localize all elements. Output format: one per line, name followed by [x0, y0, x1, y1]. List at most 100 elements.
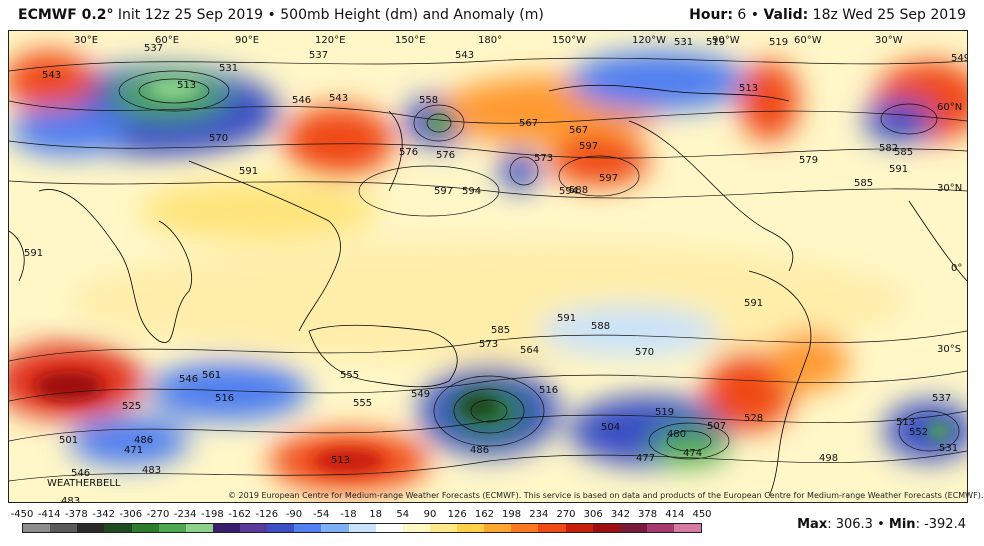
colorbar-swatch [348, 524, 376, 532]
colorbar-swatch [592, 524, 620, 532]
height-contour-label: 528 [744, 413, 763, 424]
colorbar-swatch [402, 524, 430, 532]
height-contour-label: 564 [520, 345, 539, 356]
height-contour-label: 582 [879, 143, 898, 154]
colorbar [22, 523, 702, 533]
colorbar-tick: 18 [369, 509, 382, 520]
colorbar-swatch [267, 524, 295, 532]
colorbar-tick: -234 [173, 509, 197, 520]
height-contour-label: 477 [636, 453, 655, 464]
height-contour-label: 549 [411, 389, 430, 400]
lon-label: 180° [478, 35, 502, 46]
colorbar-swatch [511, 524, 539, 532]
height-contour-label: 591 [889, 164, 908, 175]
min-value: -392.4 [924, 517, 966, 532]
height-contour-label: 513 [177, 80, 196, 91]
height-contour-label: 543 [329, 93, 348, 104]
height-contour-label: 525 [122, 401, 141, 412]
height-contour-label: 516 [215, 393, 234, 404]
colorbar-tick: 378 [638, 509, 658, 520]
height-contour-label: 555 [353, 398, 372, 409]
colorbar-tick: 162 [474, 509, 494, 520]
height-contour-label: 519 [655, 407, 674, 418]
colorbar-tick: 90 [423, 509, 437, 520]
header-right: Hour: 6 • Valid: 18z Wed 25 Sep 2019 [689, 7, 966, 23]
colorbar-tick: -450 [10, 509, 34, 520]
max-value: 306.3 [835, 517, 873, 532]
colorbar-tick: -126 [255, 509, 279, 520]
lat-label: 30°N [937, 183, 962, 194]
colorbar-tick: -162 [228, 509, 251, 520]
anomaly-field [9, 51, 967, 491]
colorbar-swatch [457, 524, 485, 532]
height-contour-label: 555 [340, 370, 359, 381]
lon-label: 90°E [235, 35, 259, 46]
colorbar-swatch [484, 524, 512, 532]
colorbar-tick: 270 [556, 509, 576, 520]
height-contour-label: 567 [569, 125, 588, 136]
colorbar-swatch [23, 524, 51, 532]
height-contour-label: 552 [909, 427, 928, 438]
colorbar-tick: -198 [201, 509, 224, 520]
height-contour-label: 594 [462, 186, 481, 197]
colorbar-tick: 342 [610, 509, 630, 520]
height-contour-label: 585 [854, 178, 873, 189]
colorbar-swatch [429, 524, 457, 532]
height-contour-label: 531 [939, 443, 958, 454]
lon-label: 60°E [155, 35, 179, 46]
height-contour-label: 498 [819, 453, 838, 464]
colorbar-swatch [321, 524, 349, 532]
product-name: 500mb Height (dm) and Anomaly (m) [280, 7, 544, 23]
model-name: ECMWF 0.2° [18, 7, 114, 23]
height-contour-label: 513 [739, 83, 758, 94]
header-separator-2: • [750, 7, 760, 23]
colorbar-swatch [104, 524, 132, 532]
lon-label: 60°W [794, 35, 822, 46]
height-contour-label: 519 [706, 37, 725, 48]
lon-label: 90°W [712, 35, 740, 46]
max-min-separator: • [877, 517, 885, 532]
lon-label: 30°E [74, 35, 98, 46]
height-contour-label: 480 [667, 429, 686, 440]
height-contour-label: 573 [479, 339, 498, 350]
height-contour-label: 588 [569, 185, 588, 196]
lon-label: 30°W [875, 35, 903, 46]
latitude-labels: 60°N 30°N 0° 30°S [937, 102, 962, 355]
colorbar-tick: -18 [340, 509, 357, 520]
height-contour-label: 543 [455, 50, 474, 61]
height-contour-label: 567 [519, 118, 538, 129]
height-contour-label: 579 [799, 155, 818, 166]
height-contour-label: 513 [896, 417, 915, 428]
colorbar-tick: 126 [447, 509, 467, 520]
longitude-labels: 30°E 60°E 90°E 120°E 150°E 180° 150°W 12… [74, 35, 903, 46]
colorbar-tick: 414 [665, 509, 685, 520]
colorbar-tick: -270 [146, 509, 170, 520]
height-contour-label: 546 [71, 468, 90, 479]
colorbar-tick: 54 [396, 509, 410, 520]
height-contour-label: 585 [491, 325, 510, 336]
height-contour-label: 597 [434, 186, 453, 197]
height-contour-label: 576 [436, 150, 455, 161]
hour-label: Hour: [689, 7, 733, 23]
hour-value: 6 [737, 7, 747, 23]
watermark: WEATHERBELL [47, 478, 121, 489]
colorbar-swatch [240, 524, 268, 532]
colorbar-tick: -90 [285, 509, 303, 520]
colorbar-swatch [158, 524, 186, 532]
lat-label: 0° [951, 263, 962, 274]
colorbar-swatch [619, 524, 647, 532]
height-contour-label: 588 [591, 321, 610, 332]
colorbar-swatch [50, 524, 78, 532]
colorbar-tick: -378 [65, 509, 88, 520]
height-contour-label: 531 [219, 63, 238, 74]
colorbar-tick: 450 [692, 509, 712, 520]
height-contour-label: 519 [769, 37, 788, 48]
height-contour-label: 543 [42, 70, 61, 81]
anomaly-map: 30°E 60°E 90°E 120°E 150°E 180° 150°W 12… [8, 30, 968, 503]
height-contour-label: 558 [419, 95, 438, 106]
height-contour-label: 573 [534, 153, 553, 164]
height-contour-label: 546 [292, 95, 311, 106]
height-contour-label: 507 [707, 421, 726, 432]
height-contour-label: 483 [142, 465, 161, 476]
lon-label: 150°E [395, 35, 425, 46]
